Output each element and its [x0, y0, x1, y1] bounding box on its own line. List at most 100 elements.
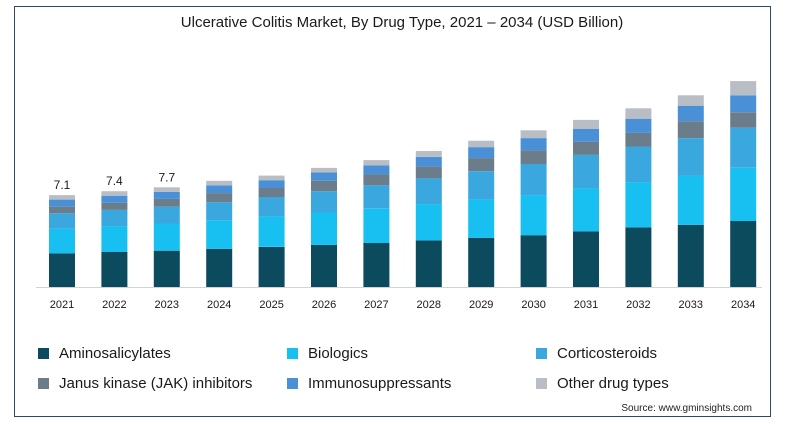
bar-segment-2027-4 [363, 174, 390, 186]
bar-segment-2033-6 [677, 95, 704, 106]
bar-segment-2024-5 [206, 185, 233, 194]
bar-segment-2026-6 [311, 167, 337, 173]
bar-segment-2027-1 [363, 243, 390, 287]
bar-segment-2029-2 [468, 199, 495, 238]
x-tick-label-2026: 2026 [312, 299, 336, 311]
bar-segment-2030-5 [520, 138, 547, 151]
source-note: Source: www.gminsights.com [621, 403, 752, 414]
bar-segment-2032-1 [625, 227, 652, 287]
bar-segment-2026-1 [311, 244, 337, 287]
x-tick-label-2023: 2023 [155, 299, 179, 311]
bar-segment-2024-1 [206, 248, 233, 287]
bar-segment-2033-4 [677, 121, 704, 138]
bar-segment-2022-4 [101, 202, 128, 210]
x-tick-label-2029: 2029 [469, 299, 493, 311]
bar-segment-2034-3 [730, 127, 757, 168]
bar-segment-2032-5 [625, 118, 652, 133]
x-tick-label-2034: 2034 [731, 299, 755, 311]
bar-segment-2031-3 [573, 154, 599, 189]
bar-segment-2033-2 [677, 175, 704, 225]
bar-segment-2021-2 [49, 228, 75, 254]
x-tick-label-2032: 2032 [626, 299, 650, 311]
bar-segment-2022-3 [101, 209, 128, 227]
chart-title: Ulcerative Colitis Market, By Drug Type,… [180, 14, 624, 31]
bar-segment-2029-6 [468, 140, 495, 148]
bar-segment-2033-1 [677, 224, 704, 287]
bar-segment-2034-1 [730, 221, 757, 287]
bar-segment-2025-4 [258, 187, 285, 197]
bar-segment-2032-6 [625, 108, 652, 119]
bar-segment-2031-5 [573, 129, 599, 142]
x-tick-label-2033: 2033 [679, 299, 703, 311]
bar-segment-2028-1 [415, 240, 442, 287]
bar-segment-2025-1 [258, 246, 285, 287]
bar-segment-2031-4 [573, 142, 599, 155]
bar-segment-2031-2 [573, 188, 599, 232]
x-tick-label-2022: 2022 [102, 299, 126, 311]
total-label-2021: 7.1 [54, 178, 71, 192]
bar-segment-2034-6 [730, 81, 757, 96]
bar-segment-2023-4 [153, 198, 180, 207]
bar-segment-2029-5 [468, 147, 495, 159]
x-tick-label-2021: 2021 [50, 299, 74, 311]
bar-segment-2024-6 [206, 180, 233, 186]
bar-segment-2023-6 [153, 187, 180, 192]
total-label-2023: 7.7 [158, 170, 175, 184]
x-tick-label-2028: 2028 [417, 299, 441, 311]
bar-segment-2022-6 [101, 191, 128, 196]
bar-segment-2021-3 [49, 213, 75, 229]
bar-segment-2023-5 [153, 191, 180, 199]
bar-segment-2031-6 [573, 119, 599, 129]
bar-segment-2028-3 [415, 178, 442, 205]
bar-segment-2033-5 [677, 105, 704, 122]
bar-segment-2026-2 [311, 212, 337, 245]
x-tick-label-2031: 2031 [574, 299, 598, 311]
bar-segment-2027-6 [363, 160, 390, 166]
bar-segment-2022-1 [101, 252, 128, 287]
bar-segment-2030-6 [520, 130, 547, 139]
bar-segment-2024-2 [206, 220, 233, 249]
bar-segment-2027-5 [363, 165, 390, 175]
bar-segment-2033-3 [677, 138, 704, 176]
bar-segment-2026-5 [311, 172, 337, 181]
bar-segment-2028-2 [415, 204, 442, 241]
bar-segment-2034-4 [730, 112, 757, 128]
bar-segment-2025-3 [258, 197, 285, 217]
bar-segment-2029-4 [468, 158, 495, 171]
x-tick-label-2027: 2027 [364, 299, 388, 311]
bar-segment-2031-1 [573, 231, 599, 287]
bar-segment-2021-6 [49, 195, 75, 200]
bar-segment-2032-3 [625, 146, 652, 183]
x-tick-label-2024: 2024 [207, 299, 231, 311]
bar-segment-2030-3 [520, 164, 547, 196]
bar-segment-2023-3 [153, 206, 180, 224]
bar-segment-2026-3 [311, 191, 337, 213]
bar-segment-2030-4 [520, 150, 547, 164]
bar-segment-2025-2 [258, 216, 285, 247]
bar-segment-2023-1 [153, 250, 180, 287]
bar-segment-2028-5 [415, 156, 442, 167]
bar-segment-2022-2 [101, 226, 128, 252]
bar-segment-2021-5 [49, 199, 75, 207]
bar-segment-2022-5 [101, 195, 128, 203]
bar-segment-2025-5 [258, 180, 285, 188]
total-label-2022: 7.4 [106, 174, 123, 188]
bar-segment-2025-6 [258, 175, 285, 181]
bar-segment-2027-3 [363, 185, 390, 209]
bar-segment-2032-4 [625, 132, 652, 147]
bar-segment-2021-4 [49, 206, 75, 214]
bar-segment-2023-2 [153, 223, 180, 251]
bar-segment-2029-3 [468, 171, 495, 200]
bar-segment-2034-5 [730, 95, 757, 113]
bar-segment-2024-4 [206, 193, 233, 203]
x-tick-label-2025: 2025 [259, 299, 283, 311]
bar-segment-2030-1 [520, 235, 547, 287]
bar-segment-2021-1 [49, 253, 75, 287]
bar-segment-2027-2 [363, 208, 390, 243]
bar-segment-2029-1 [468, 237, 495, 287]
bar-segment-2030-2 [520, 195, 547, 236]
bar-segment-2026-4 [311, 180, 337, 192]
bar-segment-2032-2 [625, 182, 652, 228]
bar-segment-2024-3 [206, 202, 233, 221]
